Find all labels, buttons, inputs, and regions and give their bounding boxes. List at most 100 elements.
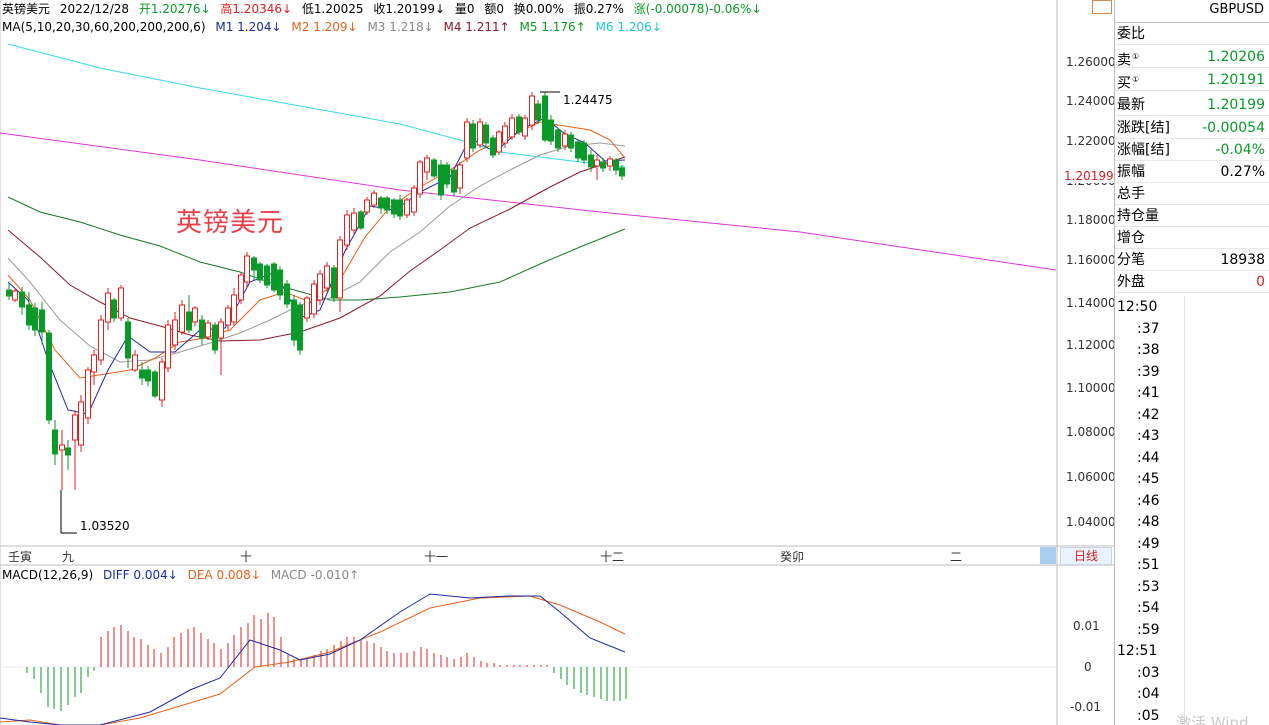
tick-time-row: 12:50 — [1117, 299, 1158, 315]
candle-down — [358, 211, 364, 229]
header-instrument: 英镑美元 — [2, 2, 51, 16]
candle-up — [132, 354, 138, 371]
price-tick: 1.14000 — [1066, 296, 1116, 310]
candle-up — [371, 192, 377, 206]
candle-up — [118, 287, 124, 319]
candle-down — [588, 154, 594, 168]
candle-up — [205, 322, 211, 338]
price-tick: 1.08000 — [1066, 425, 1116, 439]
time-axis-label: 十二 — [600, 550, 625, 564]
candle-down — [212, 324, 218, 351]
candle-down — [451, 169, 457, 193]
candle-up — [165, 324, 171, 369]
quote-value: 0.27% — [1220, 164, 1265, 180]
header-volume: 量0 — [454, 2, 475, 16]
ma-m4: M4 1.211↑ — [443, 20, 510, 34]
candle-down — [542, 95, 548, 141]
macd-histogram — [26, 613, 627, 711]
quote-row-volume: 总手 — [1115, 183, 1269, 205]
price-tick: 1.26000 — [1066, 55, 1116, 69]
candle-up — [91, 354, 97, 373]
quote-row-open-interest: 持仓量 — [1115, 205, 1269, 227]
kline-chart-area[interactable]: 1.24475 1.03520 英镑美元 2022/12/28 开1.20276… — [0, 0, 1116, 725]
candle-down — [483, 124, 489, 144]
header-low: 低1.20025 — [301, 2, 364, 16]
candle-down — [384, 197, 390, 211]
activation-watermark: 激活 Wind — [1176, 714, 1249, 725]
candle-down — [199, 319, 205, 339]
candle-down — [568, 134, 574, 149]
settings-corner-button[interactable] — [1092, 0, 1112, 14]
candle-down — [186, 311, 192, 331]
candle-down — [535, 103, 541, 121]
macd-tick: -0.01 — [1070, 700, 1102, 714]
macd-header: MACD(12,26,9) DIFF 0.004↓ DEA 0.008↓ MAC… — [2, 568, 365, 582]
candle-down — [613, 159, 619, 171]
ma-cyan-line — [7, 43, 626, 168]
quote-row-outer: 外盘 0 — [1115, 271, 1269, 293]
macd-title: MACD(12,26,9) — [2, 568, 94, 582]
candle-down — [284, 283, 290, 305]
candle-down — [125, 321, 131, 359]
candle-down — [145, 369, 151, 382]
quote-row-last: 最新 1.20199 — [1115, 94, 1269, 116]
quote-label: 持仓量 — [1117, 208, 1159, 224]
quote-label: 买① — [1117, 75, 1140, 92]
candle-up — [337, 239, 343, 299]
tick-time-row: :42 — [1137, 406, 1160, 423]
candle-up — [344, 214, 350, 246]
candle-down — [516, 116, 522, 133]
candle-up — [477, 121, 483, 146]
quote-label: 涨跌[结] — [1117, 120, 1170, 136]
tick-time-row: :49 — [1137, 535, 1160, 552]
candle-down — [257, 263, 263, 281]
price-tick: 1.16000 — [1066, 253, 1116, 267]
candle-down — [378, 197, 384, 209]
kline-svg[interactable]: 1.24475 1.03520 — [0, 0, 1114, 725]
quote-value: 1.20206 — [1207, 49, 1265, 65]
tick-time-row: :53 — [1137, 578, 1160, 595]
ma5-navy-line — [7, 117, 626, 415]
candle-up — [59, 444, 65, 451]
candle-up — [364, 199, 370, 213]
quote-row-bid: 买① 1.20191 — [1115, 69, 1269, 92]
quote-header: 英镑美元 2022/12/28 开1.20276↓ 高1.20346↓ 低1.2… — [2, 2, 768, 16]
chart-instrument-label: 英镑美元 — [176, 208, 285, 238]
last-price-tag: 1.20199 — [1062, 169, 1116, 183]
candle-up — [72, 414, 78, 441]
tick-list-divider — [1184, 296, 1185, 725]
period-daily-button[interactable]: 日线 — [1060, 547, 1112, 565]
moving-average-lines — [0, 43, 1057, 415]
candle-up — [85, 369, 91, 419]
chart-scroll-handle[interactable] — [1040, 547, 1056, 564]
ma60-green-line — [7, 196, 626, 301]
candle-down — [19, 291, 25, 308]
tick-time-row: :51 — [1137, 557, 1160, 573]
header-turnover: 换0.00% — [513, 2, 564, 16]
candle-up — [172, 319, 178, 346]
candle-down — [39, 309, 45, 333]
candle-up — [98, 319, 104, 361]
low-annotation: 1.03520 — [60, 490, 130, 534]
tick-time-row: :03 — [1137, 664, 1160, 681]
candle-down — [438, 164, 444, 196]
header-open: 开1.20276↓ — [138, 2, 211, 16]
time-axis-label: 壬寅 — [8, 550, 33, 564]
quote-value: 0 — [1256, 274, 1265, 290]
low-annotation-text: 1.03520 — [80, 519, 130, 533]
candle-down — [555, 129, 561, 149]
candle-down — [619, 167, 625, 177]
candle-up — [464, 121, 470, 159]
price-tick: 1.12000 — [1066, 338, 1116, 352]
price-tick: 1.04000 — [1066, 515, 1116, 529]
candle-down — [397, 199, 403, 217]
candle-up — [351, 212, 357, 231]
candle-down — [65, 447, 71, 456]
candle-up — [509, 117, 515, 138]
price-tick: 1.18000 — [1066, 213, 1116, 227]
candle-up — [231, 294, 237, 323]
tick-time-row: :45 — [1137, 471, 1160, 487]
candle-up — [105, 292, 111, 323]
quote-value: 1.20199 — [1207, 97, 1265, 113]
candle-down — [581, 142, 587, 161]
